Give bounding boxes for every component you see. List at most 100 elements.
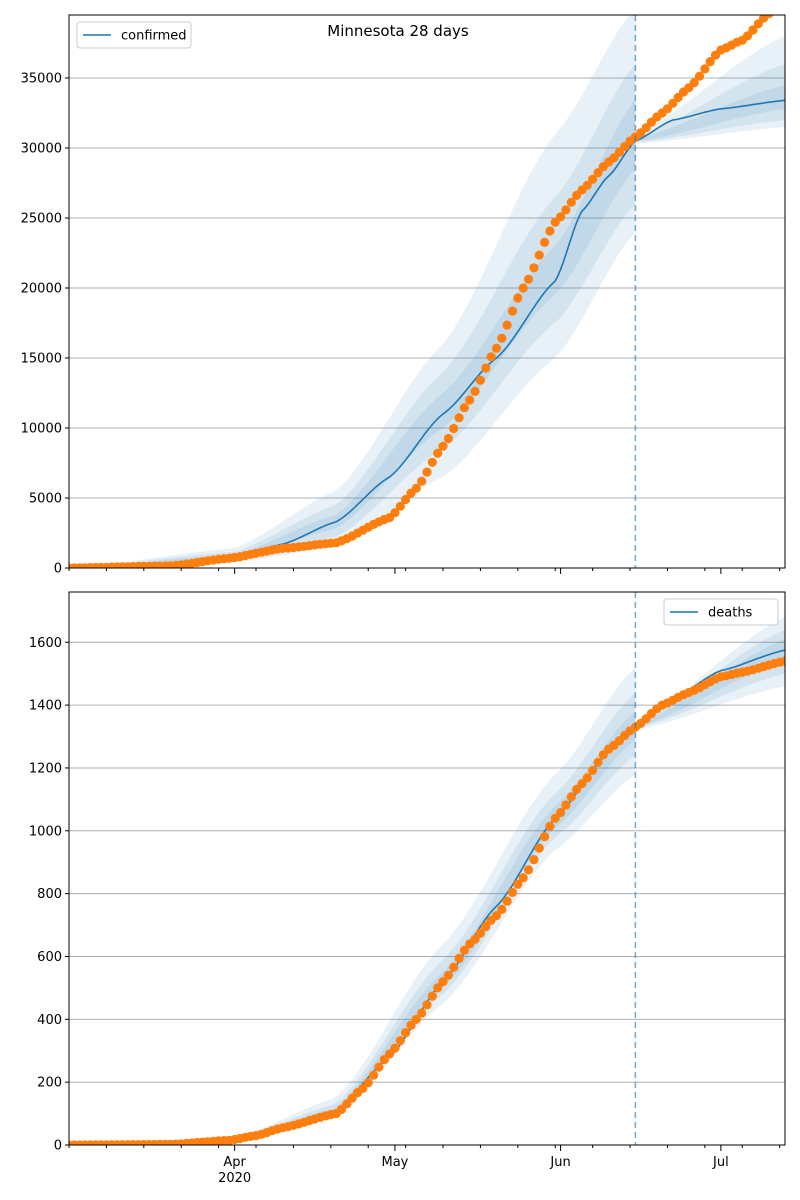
observed-point xyxy=(534,250,544,260)
observed-point xyxy=(491,343,502,353)
observed-point xyxy=(449,423,459,434)
observed-point xyxy=(780,656,785,666)
observed-point xyxy=(556,212,566,222)
observed-point xyxy=(529,263,539,273)
observed-point xyxy=(459,403,469,413)
observed-point xyxy=(566,792,576,802)
axes-frame xyxy=(68,591,786,1146)
observed-point xyxy=(342,1099,352,1109)
observed-point xyxy=(764,15,774,19)
observed-point xyxy=(411,483,421,493)
observed-point xyxy=(443,433,453,444)
y-tick-label: 800 xyxy=(37,887,62,902)
observed-point xyxy=(422,467,432,477)
y-tick-label: 600 xyxy=(37,950,62,965)
observed-point xyxy=(465,395,475,405)
band-80% xyxy=(69,64,636,568)
plot-area xyxy=(69,15,785,568)
axes-frame xyxy=(68,14,786,569)
observed-point xyxy=(497,904,507,915)
observed-point xyxy=(668,98,678,108)
observed-point xyxy=(598,750,608,760)
observed-point xyxy=(593,168,603,178)
x-tick-year-label: 2020 xyxy=(218,1171,251,1186)
x-tick-label: May xyxy=(381,1155,408,1170)
observed-point xyxy=(481,363,491,373)
observed-point xyxy=(753,19,763,29)
model-line xyxy=(69,649,785,1145)
observed-point xyxy=(449,962,459,972)
observed-point xyxy=(433,983,443,993)
observed-point xyxy=(513,293,523,303)
y-tick-label: 25000 xyxy=(21,212,62,227)
y-tick-label: 400 xyxy=(37,1013,62,1028)
observed-point xyxy=(454,413,464,423)
band-50% xyxy=(635,85,785,142)
observed-point xyxy=(518,283,528,293)
observed-point xyxy=(572,784,582,795)
observed-point xyxy=(534,843,544,853)
observed-point xyxy=(556,807,566,818)
y-tick-label: 1000 xyxy=(29,824,62,839)
observed-point xyxy=(390,508,400,518)
observed-point xyxy=(395,1036,405,1046)
observed-point xyxy=(438,441,448,451)
observed-point xyxy=(550,813,560,823)
observed-point xyxy=(588,765,598,776)
y-tick-label: 0 xyxy=(54,562,62,577)
observed-point xyxy=(443,970,453,980)
observed-point xyxy=(507,306,518,316)
observed-point xyxy=(689,78,699,88)
observed-point xyxy=(582,773,592,783)
observed-point xyxy=(577,779,587,789)
legend-label: deaths xyxy=(708,606,753,621)
observed-point xyxy=(475,928,485,938)
observed-point xyxy=(748,25,758,35)
observed-point xyxy=(523,865,534,875)
legend: deaths xyxy=(663,598,779,626)
observed-point xyxy=(459,945,469,955)
observed-point xyxy=(523,274,534,284)
x-tick-label: Jun xyxy=(549,1155,570,1170)
observed-point xyxy=(507,887,518,898)
y-tick-label: 1600 xyxy=(29,636,62,651)
legend-label: confirmed xyxy=(121,29,187,44)
band-80% xyxy=(69,692,636,1145)
observed-point xyxy=(694,71,705,81)
observed-point xyxy=(545,821,555,831)
confirmed-panel: 0 5000 10000 15000 20000 25000 30000 35000 Minne… xyxy=(21,14,786,577)
observed-point xyxy=(561,205,571,215)
observed-point xyxy=(411,1014,421,1024)
y-tick-label: 10000 xyxy=(21,422,62,437)
observed-point xyxy=(369,1070,379,1080)
observed-point xyxy=(518,873,528,883)
observed-point xyxy=(470,934,480,944)
band-80% xyxy=(635,64,785,143)
observed-point xyxy=(406,1020,416,1030)
observed-point xyxy=(454,953,464,964)
y-tick-label: 20000 xyxy=(21,282,62,297)
observed-point xyxy=(566,197,576,207)
observed-point xyxy=(486,352,496,362)
observed-point xyxy=(540,237,550,247)
band-95% xyxy=(635,36,785,144)
y-tick-label: 35000 xyxy=(21,72,62,87)
y-tick-label: 5000 xyxy=(29,492,62,507)
observed-point xyxy=(417,476,427,486)
observed-point xyxy=(705,57,715,67)
observed-point xyxy=(700,64,710,74)
observed-point xyxy=(475,375,485,385)
observed-point xyxy=(438,977,448,987)
band-95% xyxy=(69,667,636,1145)
x-tick-label: Jul xyxy=(712,1155,729,1170)
observed-point xyxy=(395,501,405,511)
chart-title: Minnesota 28 days xyxy=(327,22,469,40)
observed-point xyxy=(422,1000,432,1010)
y-tick-label: 0 xyxy=(54,1139,62,1154)
observed-point xyxy=(401,494,411,505)
observed-point xyxy=(427,457,437,467)
observed-point xyxy=(390,1043,400,1053)
observed-point xyxy=(401,1028,411,1038)
